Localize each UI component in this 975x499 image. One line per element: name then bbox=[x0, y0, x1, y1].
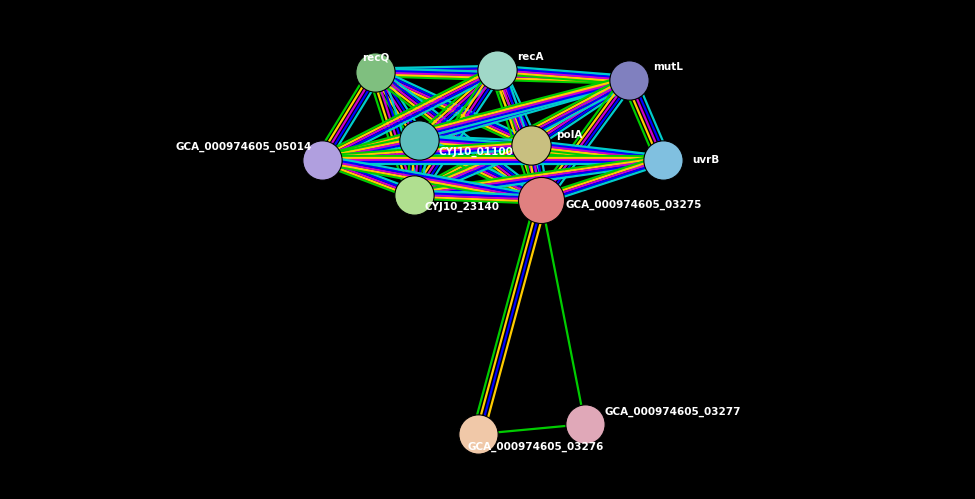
Point bbox=[489, 66, 505, 74]
Text: recA: recA bbox=[517, 52, 543, 62]
Text: CYJ10_23140: CYJ10_23140 bbox=[424, 202, 499, 212]
Point bbox=[621, 76, 637, 84]
Point bbox=[533, 196, 549, 204]
Point bbox=[577, 420, 593, 428]
Text: CYJ10_01100: CYJ10_01100 bbox=[439, 147, 514, 157]
Text: GCA_000974605_03276: GCA_000974605_03276 bbox=[468, 442, 604, 452]
Point bbox=[411, 136, 427, 144]
Text: recQ: recQ bbox=[362, 52, 389, 62]
Point bbox=[368, 68, 383, 76]
Point bbox=[407, 191, 422, 199]
Text: polA: polA bbox=[556, 130, 582, 140]
Text: GCA_000974605_05014: GCA_000974605_05014 bbox=[176, 142, 312, 152]
Text: GCA_000974605_03275: GCA_000974605_03275 bbox=[566, 200, 702, 210]
Point bbox=[314, 156, 330, 164]
Point bbox=[470, 430, 486, 438]
Point bbox=[524, 141, 539, 149]
Text: GCA_000974605_03277: GCA_000974605_03277 bbox=[604, 407, 741, 417]
Text: uvrB: uvrB bbox=[692, 155, 720, 165]
Point bbox=[655, 156, 671, 164]
Text: mutL: mutL bbox=[653, 62, 683, 72]
